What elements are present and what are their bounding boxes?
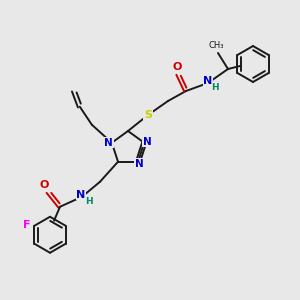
Text: S: S bbox=[144, 110, 152, 120]
Text: O: O bbox=[172, 62, 182, 72]
Text: H: H bbox=[211, 82, 219, 91]
Text: N: N bbox=[203, 76, 213, 86]
Text: CH₃: CH₃ bbox=[208, 41, 224, 50]
Text: O: O bbox=[39, 180, 49, 190]
Text: H: H bbox=[85, 197, 93, 206]
Text: N: N bbox=[143, 137, 152, 147]
Text: N: N bbox=[104, 138, 113, 148]
Text: F: F bbox=[23, 220, 30, 230]
Text: N: N bbox=[76, 190, 85, 200]
Text: N: N bbox=[135, 159, 143, 169]
